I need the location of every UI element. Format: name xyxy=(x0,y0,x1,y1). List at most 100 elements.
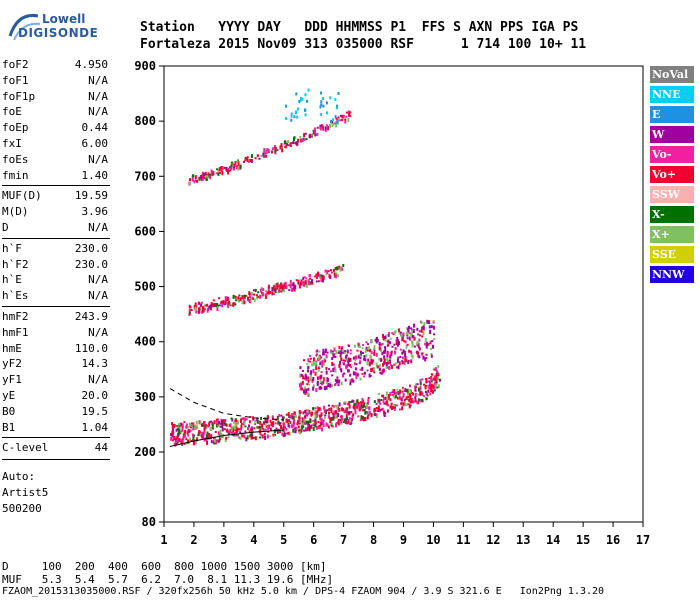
echo-point xyxy=(249,415,252,418)
x-tick-label: 17 xyxy=(636,533,650,547)
echo-point xyxy=(175,428,178,432)
echo-point xyxy=(269,427,272,431)
echo-point xyxy=(192,426,195,431)
logo-digisonde: DIGISONDE xyxy=(18,26,99,40)
echo-point xyxy=(334,355,337,358)
echo-point xyxy=(284,140,287,144)
echo-point xyxy=(382,364,385,367)
echo-point xyxy=(311,282,314,285)
echo-point xyxy=(386,396,389,401)
echo-point xyxy=(334,409,337,414)
echo-point xyxy=(366,411,369,415)
echo-point xyxy=(436,370,439,375)
echo-point xyxy=(195,420,198,425)
echo-point xyxy=(246,435,249,440)
echo-point xyxy=(383,413,386,418)
echo-point xyxy=(188,422,191,427)
echo-point xyxy=(414,389,417,392)
echo-point xyxy=(316,132,319,136)
echo-point xyxy=(393,331,396,335)
echo-point xyxy=(424,384,427,389)
echo-point xyxy=(318,387,321,390)
echo-point xyxy=(343,402,346,405)
echo-point xyxy=(267,430,270,433)
echo-point xyxy=(408,384,411,388)
echo-point xyxy=(223,428,226,431)
echo-point xyxy=(381,352,384,356)
echo-point xyxy=(297,281,300,284)
echo-point xyxy=(359,408,362,411)
echo-point xyxy=(374,338,377,342)
echo-point xyxy=(271,287,274,292)
echo-point xyxy=(303,417,306,422)
echo-point xyxy=(309,134,312,139)
echo-point xyxy=(217,168,220,173)
echo-point xyxy=(404,340,407,344)
echo-point xyxy=(308,354,311,357)
echo-point xyxy=(295,426,298,431)
echo-point xyxy=(348,112,351,117)
echo-point xyxy=(418,347,421,351)
echo-point xyxy=(310,411,313,416)
echo-point xyxy=(201,171,204,174)
echo-point xyxy=(352,413,355,417)
echo-point xyxy=(349,357,352,362)
echo-point xyxy=(366,349,369,352)
legend-item: Vo- xyxy=(650,146,694,163)
param-name: h`Es xyxy=(2,289,29,303)
echo-point xyxy=(192,422,195,426)
echo-point xyxy=(317,376,320,380)
echo-point xyxy=(298,383,301,388)
echo-point xyxy=(343,401,346,404)
echo-point xyxy=(417,354,420,358)
echo-point xyxy=(282,431,285,434)
echo-point xyxy=(320,418,323,423)
echo-point xyxy=(342,264,345,268)
param-row-clevel: C-level 44 xyxy=(2,441,108,455)
echo-point xyxy=(364,405,367,409)
echo-point xyxy=(380,349,383,353)
echo-point xyxy=(378,342,381,346)
echo-point xyxy=(325,124,328,127)
echo-point xyxy=(216,307,219,312)
echo-point xyxy=(287,140,290,144)
echo-point xyxy=(320,277,323,280)
echo-point xyxy=(325,380,328,385)
echo-point xyxy=(359,354,362,357)
echo-point xyxy=(315,353,318,356)
echo-point xyxy=(357,401,360,405)
echo-point xyxy=(402,392,405,396)
echo-point xyxy=(290,287,293,292)
echo-point xyxy=(425,392,428,396)
param-value: N/A xyxy=(88,221,108,234)
echo-point xyxy=(338,350,341,354)
echo-point xyxy=(304,416,307,419)
echo-point xyxy=(201,173,204,177)
echo-point xyxy=(364,416,367,421)
echo-point xyxy=(312,361,315,366)
echo-point xyxy=(338,407,341,412)
echo-point xyxy=(251,433,254,437)
echo-point xyxy=(418,334,421,337)
y-tick-label: 900 xyxy=(134,59,156,73)
echo-point xyxy=(243,417,246,422)
echo-point xyxy=(364,410,367,415)
echo-point xyxy=(408,325,411,329)
echo-point xyxy=(386,357,389,362)
echo-point xyxy=(190,422,193,425)
echo-point xyxy=(319,375,322,379)
echo-point xyxy=(225,436,228,440)
echo-point xyxy=(191,433,194,437)
echo-point xyxy=(425,397,428,401)
echo-point xyxy=(170,432,173,436)
echo-point xyxy=(285,104,288,108)
echo-point xyxy=(432,344,435,349)
param-name: C-level xyxy=(2,441,49,455)
echo-point xyxy=(260,287,263,290)
echo-point xyxy=(393,343,396,346)
echo-point xyxy=(330,351,333,354)
param-value: N/A xyxy=(88,273,108,287)
echo-point xyxy=(187,439,190,444)
echo-point xyxy=(364,358,367,362)
echo-point xyxy=(178,426,181,429)
